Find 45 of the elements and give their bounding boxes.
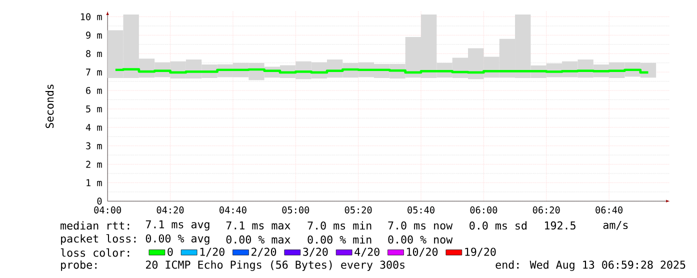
text: 7.0 ms min — [308, 221, 372, 230]
text: 7.1 ms avg — [146, 220, 210, 231]
x-tick-label: 06:20 — [532, 206, 560, 214]
y-tick-label: 4 m — [86, 124, 102, 131]
x-tick-label: 04:20 — [156, 206, 184, 214]
text: 7.0 ms now — [388, 221, 453, 230]
x-tick-label: 05:20 — [344, 206, 372, 214]
y-tick-label: 3 m — [86, 142, 102, 150]
text: 0.00 % avg — [146, 234, 210, 245]
legend-label: 2/20 — [252, 248, 276, 257]
y-tick-label: 7 m — [86, 68, 102, 76]
legend-label: 3/20 — [303, 248, 328, 257]
text: 192.5 — [545, 221, 576, 230]
text: 0.00 % now — [388, 235, 453, 244]
text: end: Wed Aug 13 06:59:28 2025 — [496, 260, 686, 272]
y-tick-label: 9 m — [86, 32, 102, 39]
legend-title: loss color: — [60, 248, 130, 257]
x-tick-label: 06:00 — [470, 206, 498, 214]
y-tick-label: 2 m — [86, 160, 102, 168]
y-tick-label: 5 m — [86, 106, 102, 112]
text: 7.1 ms max — [226, 222, 290, 230]
text: 0.00 % min — [308, 235, 372, 244]
text: 0.00 % max — [226, 235, 290, 244]
legend-label: 4/20 — [354, 248, 380, 257]
text: 20 ICMP Echo Pings (56 Bytes) every 300s — [146, 260, 404, 272]
legend-label: 19/20 — [465, 248, 496, 257]
y-tick-label: 0 — [97, 198, 102, 205]
x-tick-label: 06:40 — [596, 206, 622, 214]
y-tick-label: 6 m — [86, 87, 102, 94]
y-tick-label: 8 m — [86, 50, 102, 58]
x-tick-label: 04:40 — [220, 206, 246, 214]
x-tick-label: 04:00 — [94, 206, 122, 214]
legend-label: 0 — [168, 248, 173, 256]
text: median rtt: — [60, 221, 130, 230]
text: am/s — [603, 221, 628, 230]
x-tick-label: 05:00 — [282, 206, 310, 214]
text: 0.0 ms sd — [470, 221, 526, 230]
x-tick-label: 05:40 — [408, 206, 434, 214]
legend-label: 10/20 — [407, 248, 438, 257]
y-tick-label: 1 m — [86, 179, 102, 186]
y-axis-title: Seconds — [45, 84, 54, 128]
text: packet loss: — [61, 234, 136, 245]
y-tick-label: 10 m — [80, 13, 102, 20]
legend-label: 1/20 — [200, 248, 224, 257]
text: probe: — [61, 260, 97, 271]
